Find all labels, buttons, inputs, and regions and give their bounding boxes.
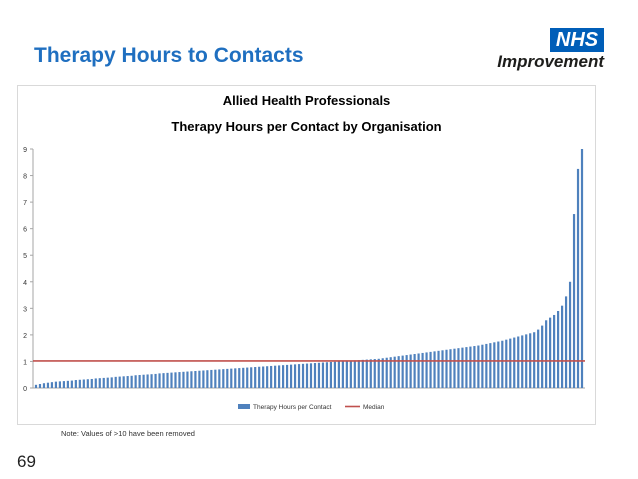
page-number: 69 bbox=[17, 452, 36, 471]
chart-frame: Allied Health Professionals Therapy Hour… bbox=[17, 85, 596, 425]
chart-note: Note: Values of >10 have been removed bbox=[61, 429, 195, 438]
nhs-improvement-logo: NHS Improvement bbox=[488, 28, 610, 74]
nhs-logo-box: NHS bbox=[550, 28, 604, 52]
chart-title-line2: Therapy Hours per Contact by Organisatio… bbox=[171, 119, 442, 134]
chart-title-line1: Allied Health Professionals bbox=[222, 93, 391, 108]
slide-title: Therapy Hours to Contacts bbox=[34, 44, 304, 67]
logo-wordmark: Improvement bbox=[497, 52, 604, 71]
